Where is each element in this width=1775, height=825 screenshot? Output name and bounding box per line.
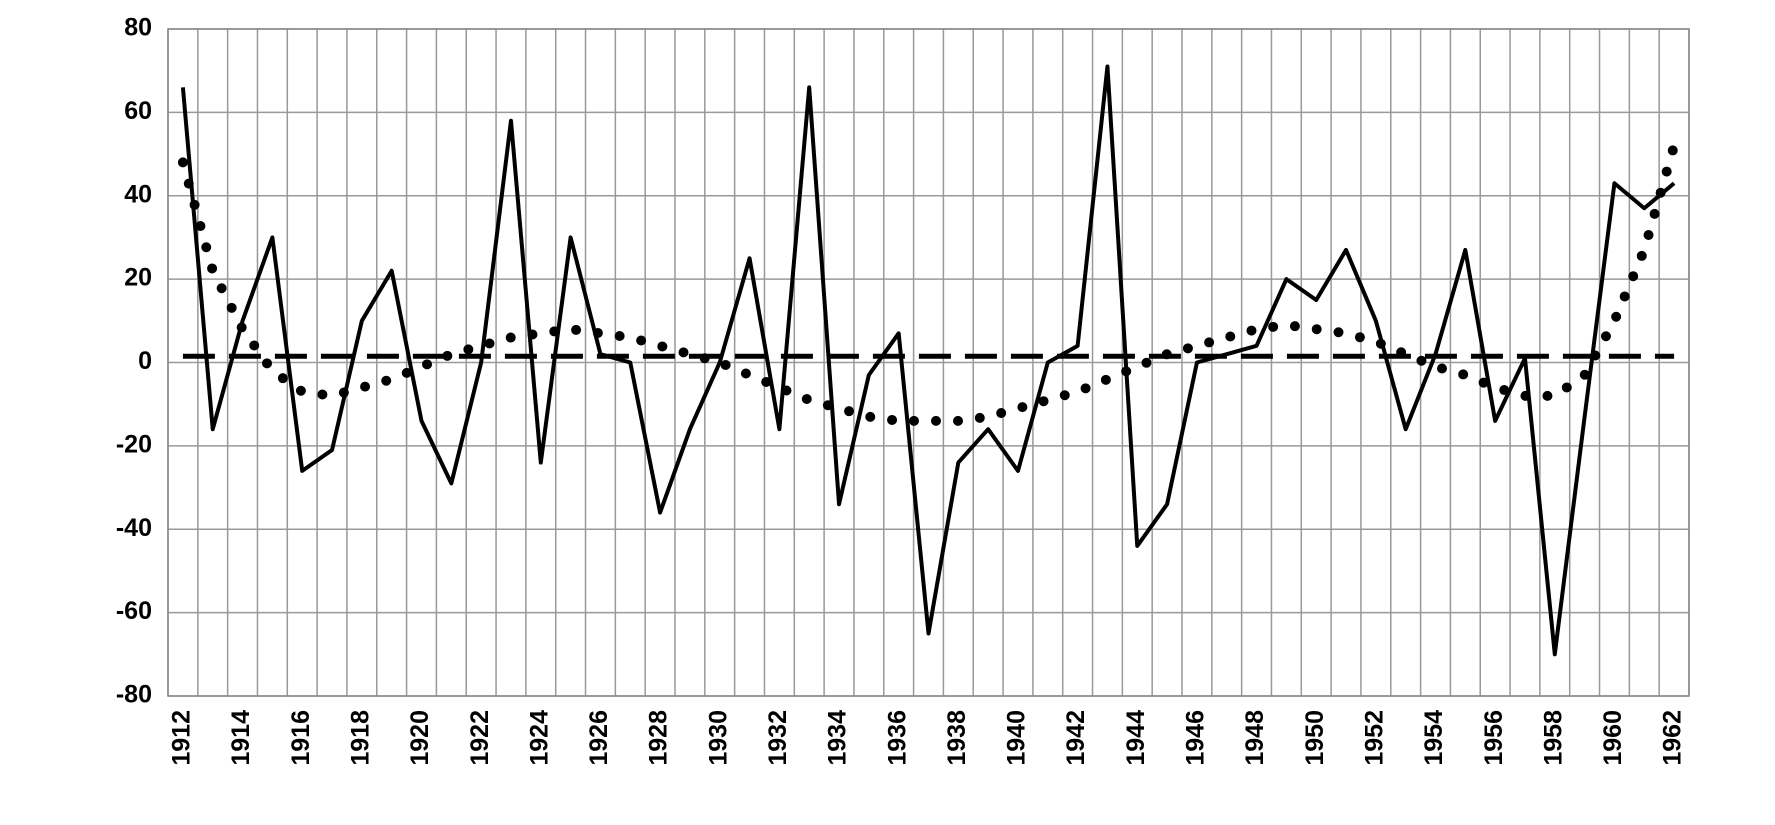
- x-tick-label: 1918: [346, 710, 374, 766]
- x-tick-label: 1940: [1003, 710, 1031, 766]
- x-tick-label: 1926: [585, 710, 613, 766]
- x-tick-label: 1920: [406, 710, 434, 766]
- y-tick-label: 60: [124, 97, 152, 125]
- x-tick-label: 1952: [1360, 710, 1388, 766]
- x-tick-label: 1934: [824, 710, 852, 766]
- x-tick-label: 1948: [1241, 710, 1269, 766]
- y-tick-label: -80: [116, 681, 152, 709]
- x-tick-label: 1958: [1539, 710, 1567, 766]
- series-line: [180, 64, 1676, 657]
- y-tick-label: 80: [124, 14, 152, 42]
- x-tick-label: 1962: [1659, 710, 1687, 766]
- x-tick-label: 1924: [525, 710, 553, 766]
- x-tick-label: 1922: [466, 710, 494, 766]
- x-tick-label: 1928: [645, 710, 673, 766]
- y-tick-label: 20: [124, 264, 152, 292]
- x-tick-label: 1942: [1062, 710, 1090, 766]
- x-tick-label: 1916: [287, 710, 315, 766]
- y-tick-label: -60: [116, 597, 152, 625]
- x-tick-label: 1946: [1182, 710, 1210, 766]
- y-tick-label: 0: [138, 347, 152, 375]
- x-tick-label: 1938: [943, 710, 971, 766]
- x-tick-label: 1932: [764, 710, 792, 766]
- x-tick-label: 1936: [883, 710, 911, 766]
- y-tick-label: -40: [116, 514, 152, 542]
- x-tick-label: 1914: [227, 710, 255, 766]
- x-tick-label: 1956: [1480, 710, 1508, 766]
- x-tick-label: 1930: [704, 710, 732, 766]
- plot-border: [167, 28, 1690, 697]
- x-tick-label: 1960: [1599, 710, 1627, 766]
- y-tick-label: 40: [124, 180, 152, 208]
- x-tick-label: 1944: [1122, 710, 1150, 766]
- x-tick-label: 1950: [1301, 710, 1329, 766]
- x-tick-label: 1954: [1420, 710, 1448, 766]
- x-tick-label: 1912: [168, 710, 196, 766]
- y-tick-label: -20: [116, 430, 152, 458]
- series-line: [177, 140, 1680, 426]
